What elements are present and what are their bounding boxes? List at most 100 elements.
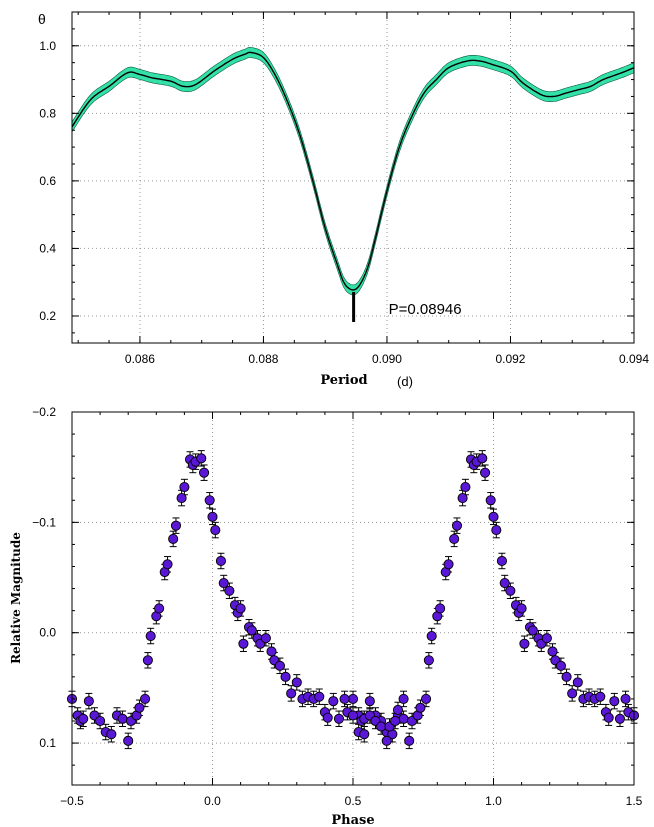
data-point [179, 481, 190, 493]
data-point [196, 453, 207, 464]
bottom-y-tick-label: −0.1 [32, 515, 56, 529]
data-point [620, 693, 631, 704]
data-point [204, 495, 215, 506]
data-point [210, 525, 221, 536]
data-point [274, 660, 285, 671]
data-point [451, 520, 463, 531]
data-point [266, 646, 277, 657]
data-point [359, 729, 370, 740]
data-point [140, 693, 151, 704]
data-point [168, 533, 179, 544]
data-point [381, 735, 392, 746]
data-point [541, 633, 552, 644]
data-point [224, 585, 235, 596]
data-point [286, 688, 297, 699]
data-point [614, 713, 626, 724]
data-point [376, 721, 387, 732]
data-point [488, 511, 499, 522]
data-point [238, 638, 249, 649]
top-x-tick-label: 0.092 [495, 352, 525, 366]
data-point [199, 467, 210, 478]
data-point [215, 555, 226, 567]
data-point [78, 713, 89, 724]
top-y-tick-label: 0.2 [39, 309, 56, 323]
data-point [603, 712, 614, 723]
data-point [527, 625, 538, 636]
data-point [505, 585, 516, 596]
top-y-tick-label: 1.0 [39, 39, 56, 53]
bottom-y-tick-label: −0.2 [32, 405, 56, 419]
period-unit-label: (d) [397, 374, 413, 389]
data-point [106, 729, 117, 740]
data-point [449, 533, 460, 544]
data-point [477, 453, 488, 464]
data-point [555, 660, 566, 671]
data-point [117, 713, 128, 724]
theta-curve [71, 51, 635, 291]
periodogram-panel: 0.086 0.088 0.090 0.092 0.094 0.2 0.4 0.6 0.8 1.0… [38, 11, 649, 389]
bottom-x-tick-label: 1.5 [626, 794, 643, 808]
data-point [516, 603, 527, 614]
light-curve-panel: −0.5 0.0 0.5 1.0 1.5 −0.2 −0.1 0.0 0.1 Phase Rel… [9, 405, 643, 827]
data-point [398, 713, 409, 724]
data-point [154, 603, 165, 614]
data-point [519, 638, 530, 649]
data-point [421, 693, 432, 704]
data-point [609, 696, 620, 707]
data-point [235, 603, 246, 614]
data-point [460, 481, 471, 493]
data-point [260, 633, 271, 644]
data-point [595, 691, 606, 702]
data-point [561, 671, 572, 682]
data-point [176, 493, 187, 504]
data-point [333, 713, 345, 724]
data-point [398, 693, 409, 704]
data-point [390, 715, 401, 727]
data-point [246, 625, 257, 636]
data-point [291, 677, 302, 688]
data-point [142, 655, 153, 666]
bottom-y-tick-label: 0.1 [39, 736, 56, 750]
data-point [328, 696, 339, 707]
data-point [347, 710, 359, 721]
data-point [392, 704, 404, 716]
relative-magnitude-axis-label: Relative Magnitude [9, 532, 23, 664]
top-y-tick-label: 0.6 [39, 174, 56, 188]
bottom-x-tick-label: 0.5 [345, 794, 362, 808]
data-point [547, 646, 558, 657]
top-x-tick-label: 0.088 [248, 352, 278, 366]
bottom-x-tick-label: −0.5 [60, 794, 84, 808]
data-point [423, 655, 434, 666]
data-point [134, 702, 145, 713]
data-point [162, 559, 173, 570]
bottom-ticks: −0.5 0.0 0.5 1.0 1.5 −0.2 −0.1 0.0 0.1 [32, 405, 642, 808]
data-point [95, 715, 106, 727]
data-point [415, 702, 426, 713]
bottom-plot-frame [71, 411, 635, 786]
data-point [480, 467, 491, 478]
data-point [314, 691, 325, 702]
light-curve-points [66, 450, 640, 750]
data-point [83, 696, 94, 707]
data-point [499, 578, 510, 589]
top-x-tick-label: 0.090 [372, 352, 402, 366]
data-point [496, 555, 507, 567]
top-y-tick-label: 0.4 [39, 241, 56, 255]
data-point [339, 693, 350, 704]
theta-confidence-band [71, 47, 635, 296]
period-axis-label: Period [320, 373, 367, 388]
data-point [426, 630, 437, 642]
data-point [280, 671, 291, 682]
data-point [364, 696, 375, 707]
data-point [218, 578, 229, 589]
data-point [404, 735, 415, 746]
data-point [443, 559, 454, 570]
data-point [572, 677, 583, 688]
data-point [145, 630, 156, 642]
top-ticks: 0.086 0.088 0.090 0.092 0.094 0.2 0.4 0.6 0.8 1.0 [39, 12, 649, 366]
data-point [491, 525, 502, 536]
phase-axis-label: Phase [331, 813, 374, 827]
top-x-tick-label: 0.094 [619, 352, 649, 366]
data-point [322, 712, 333, 723]
